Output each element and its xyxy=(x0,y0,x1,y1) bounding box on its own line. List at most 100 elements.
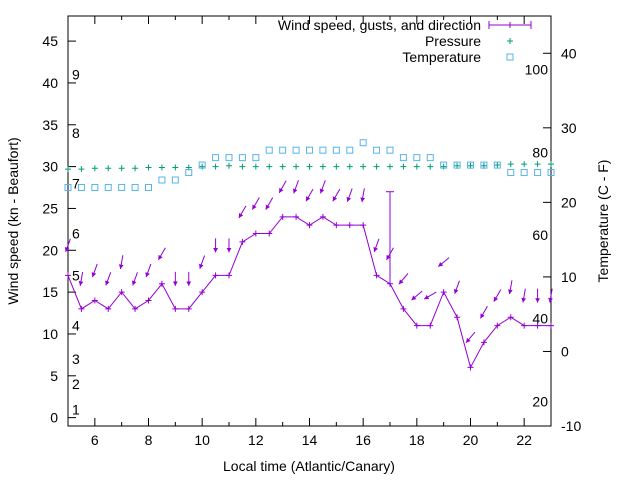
wind-direction-arrowhead xyxy=(265,204,271,210)
wind-speed-point xyxy=(293,213,300,220)
wind-direction-arrowhead xyxy=(507,289,513,295)
temperature-point xyxy=(198,161,206,169)
wind-speed-point xyxy=(440,289,447,296)
wind-speed-point xyxy=(78,305,85,312)
x-tick-label: 14 xyxy=(302,432,318,448)
y-tick-label: 40 xyxy=(42,75,58,91)
wind-speed-point xyxy=(346,222,353,229)
wind-speed-point xyxy=(239,238,246,245)
wind-speed-point xyxy=(132,305,139,312)
temperature-point xyxy=(426,154,434,162)
pressure-point xyxy=(132,165,139,172)
wind-speed-point xyxy=(333,222,340,229)
wind-speed-point xyxy=(548,322,554,329)
fahrenheit-label: 20 xyxy=(532,393,548,409)
wind-speed-point xyxy=(158,280,165,287)
pressure-point xyxy=(521,161,528,168)
beaufort-label: 7 xyxy=(72,175,80,191)
y-tick-label: 30 xyxy=(42,159,58,175)
y2-tick-label: 10 xyxy=(561,269,577,285)
pressure-point xyxy=(333,163,340,170)
pressure-point xyxy=(494,161,501,168)
wind-speed-point xyxy=(521,322,528,329)
beaufort-label: 3 xyxy=(72,351,80,367)
temperature-point xyxy=(64,183,72,191)
wind-direction-arrowhead xyxy=(453,288,459,294)
wind-speed-point xyxy=(494,322,501,329)
wind-speed-point xyxy=(373,272,380,279)
pressure-point xyxy=(78,166,85,173)
pressure-point xyxy=(400,163,407,170)
temperature-point xyxy=(104,183,112,191)
wind-speed-point xyxy=(266,230,273,237)
bottom-tick-labels: 6 8 10 12 14 16 18 20 22 xyxy=(91,432,532,448)
pressure-point xyxy=(172,164,179,171)
temperature-point xyxy=(185,169,193,177)
wind-speed-point xyxy=(467,364,474,371)
temperature-point xyxy=(440,161,448,169)
wind-speed-point xyxy=(360,222,367,229)
temperature-point xyxy=(118,183,126,191)
y2-tick-label: 40 xyxy=(561,45,577,61)
pressure-point xyxy=(360,163,367,170)
temperature-point xyxy=(413,154,421,162)
legend-label-temperature: Temperature xyxy=(402,49,481,65)
wind-speed-point xyxy=(427,322,434,329)
right-tick-labels: -10 0 10 20 30 40 xyxy=(561,45,581,434)
pressure-point xyxy=(373,163,380,170)
temperature-point xyxy=(507,169,515,177)
wind-speed-point xyxy=(480,339,487,346)
plot-frame-group xyxy=(67,15,552,427)
wind-direction-arrowhead xyxy=(346,196,352,202)
legend-swatch-temperature xyxy=(506,53,514,61)
wind-speed-point xyxy=(118,289,125,296)
pressure-point xyxy=(413,163,420,170)
x-axis-label: Local time (Atlantic/Canary) xyxy=(223,458,395,474)
wind-speed-point xyxy=(454,314,461,321)
fahrenheit-labels: 20 40 60 80 100 xyxy=(525,62,549,410)
pressure-point xyxy=(158,164,165,171)
pressure-point xyxy=(507,161,514,168)
y-tick-label: 25 xyxy=(42,200,58,216)
y2-tick-label: 20 xyxy=(561,194,577,210)
temperature-point xyxy=(534,169,542,177)
temperature-point xyxy=(265,146,273,154)
wind-speed-point xyxy=(172,305,179,312)
pressure-point xyxy=(293,163,300,170)
wind-direction-arrowhead xyxy=(521,297,527,303)
pressure-point xyxy=(65,166,71,173)
pressure-point xyxy=(212,163,219,170)
wind-direction-arrowhead xyxy=(64,247,70,252)
pressure-point xyxy=(306,163,313,170)
wind-direction-arrowhead xyxy=(319,188,325,194)
wind-speed-point xyxy=(507,314,514,321)
wind-direction-arrowhead xyxy=(78,281,84,286)
wind-speed-point xyxy=(105,305,112,312)
wind-direction-arrowhead xyxy=(373,247,378,252)
pressure-point xyxy=(266,163,273,170)
pressure-point xyxy=(548,161,554,168)
wind-direction-arrowhead xyxy=(199,263,204,269)
wind-direction-arrowhead xyxy=(279,187,284,193)
temperature-point xyxy=(359,139,367,147)
wind-direction-arrowhead xyxy=(424,294,430,300)
y2-tick-label: 30 xyxy=(561,120,577,136)
pressure-point xyxy=(427,163,434,170)
pressure-point xyxy=(319,163,326,170)
wind-speed-point xyxy=(145,297,152,304)
temperature-point xyxy=(332,146,340,154)
x-tick-label: 18 xyxy=(409,432,425,448)
wind-direction-arrowhead xyxy=(535,298,540,303)
plot-frame xyxy=(67,15,552,427)
temperature-point xyxy=(386,146,394,154)
pressure-point xyxy=(118,165,125,172)
temperature-point xyxy=(292,146,300,154)
fahrenheit-label: 80 xyxy=(532,144,548,160)
wind-direction-arrowhead xyxy=(332,196,338,202)
y-tick-label: 35 xyxy=(42,117,58,133)
wind-direction-arrowhead xyxy=(411,295,417,301)
y2-tick-label: -10 xyxy=(561,418,581,434)
beaufort-label: 2 xyxy=(72,376,80,392)
temperature-point xyxy=(171,176,179,184)
